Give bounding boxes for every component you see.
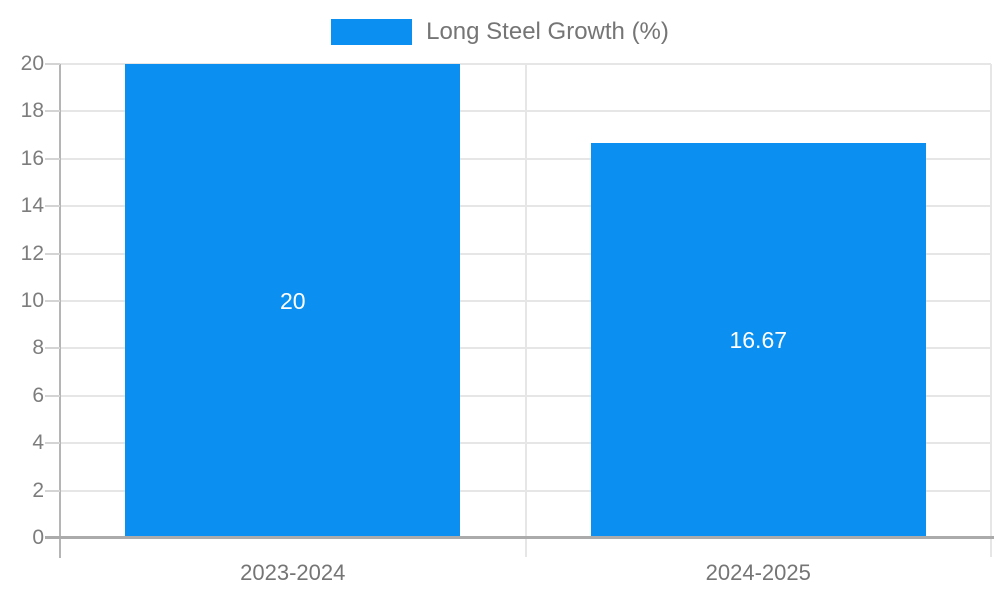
y-axis-tick-label: 6 (32, 383, 44, 407)
plot-area: 20 16.67 (60, 63, 992, 557)
y-axis-tick (45, 63, 60, 65)
x-axis-tick-label: 2023-2024 (240, 560, 346, 585)
bar-value-label: 16.67 (729, 326, 788, 353)
bar-value-label: 20 (279, 287, 306, 314)
y-axis-tick (45, 157, 60, 160)
y-axis-tick-label: 0 (32, 526, 44, 549)
y-axis-tick-label: 8 (32, 336, 44, 360)
gridline-x (524, 64, 527, 557)
x-axis-baseline (45, 536, 994, 539)
bar-2024-2025: 16.67 (590, 142, 926, 538)
y-axis-tick-label: 18 (20, 99, 44, 123)
legend: Long Steel Growth (%) (0, 18, 1000, 46)
y-axis-tick (45, 442, 60, 445)
legend-label: Long Steel Growth (%) (426, 18, 669, 45)
y-axis-tick-label: 20 (20, 52, 44, 75)
y-axis-tick (45, 300, 60, 302)
y-axis-tick-label: 2 (32, 478, 44, 502)
gridline-x (990, 64, 992, 557)
y-axis-tick-label: 4 (32, 431, 44, 455)
y-axis-tick (45, 394, 60, 397)
legend-swatch (331, 19, 413, 45)
y-axis-tick (45, 110, 60, 113)
y-axis-tick-label: 14 (20, 194, 44, 218)
y-axis-tick (45, 489, 60, 492)
y-axis-tick (45, 205, 60, 208)
y-axis-tick-label: 10 (20, 289, 44, 312)
y-axis-line (59, 64, 61, 558)
y-axis-tick-label: 12 (20, 241, 44, 265)
bar-2023-2024: 20 (125, 64, 461, 538)
y-axis-tick-label: 16 (20, 146, 44, 170)
y-axis-tick (45, 347, 60, 350)
x-axis-tick-label: 2024-2025 (705, 560, 811, 585)
y-axis-tick (45, 252, 60, 255)
